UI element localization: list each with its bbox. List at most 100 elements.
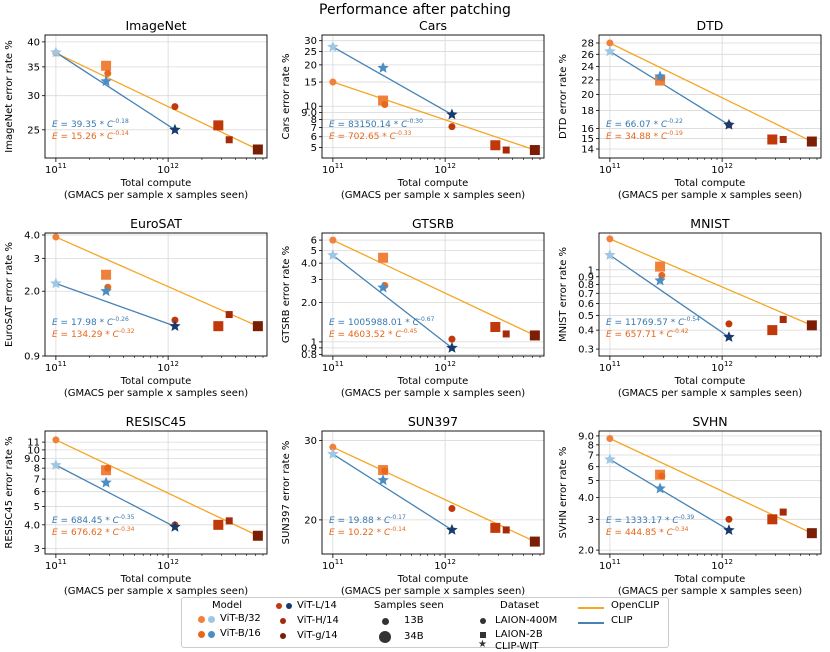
x-tick-label: 1011	[45, 558, 67, 572]
clip-point-vit-l14	[169, 123, 181, 135]
openclip-point-vit-l14-4	[490, 522, 501, 533]
subplot-eurosat: 0.9 2.0 3 4.0 1011 1012 E = 17.98 * C-0.26E = …	[4, 216, 268, 399]
x-axis-label-line1: Total compute	[674, 178, 746, 189]
y-tick-label: 6	[588, 462, 594, 473]
legend-model-vitg14: ViT-g/14	[297, 630, 338, 641]
clip-equation: E = 684.45 * C-0.35	[52, 514, 135, 526]
clip-point-vit-b16	[654, 482, 666, 494]
openclip-point-vit-b16-2	[658, 472, 666, 480]
openclip-point-vit-b32-1	[655, 261, 666, 272]
y-tick-label: 7	[34, 475, 40, 486]
y-tick-label: 0.5	[578, 311, 594, 322]
subplot-mnist: 0.3 0.4 0.50.60.70.80.91 1011 1012 E = 11769.…	[558, 216, 822, 399]
plot-frame	[321, 430, 545, 555]
y-tick-label: 40	[27, 37, 40, 48]
clip-point-vit-b16	[100, 75, 112, 87]
plot-frame	[598, 34, 822, 159]
x-axis-label-line2: (GMACS per sample x samples seen)	[618, 586, 802, 597]
clip-point-vit-b16	[100, 476, 112, 488]
y-tick-label: 4.0	[24, 231, 40, 242]
clip-point-vit-l14	[446, 523, 458, 535]
legend-model-header: Model	[212, 600, 243, 611]
openclip-fit-line	[609, 437, 813, 534]
legend-samples-13b: 13B	[404, 615, 424, 626]
plot-area	[599, 431, 821, 554]
openclip-point-vit-b32-1	[101, 269, 112, 280]
plot-area	[45, 233, 267, 356]
clip-equation: E = 11769.57 * C-0.54	[606, 316, 700, 328]
x-axis-label-line1: Total compute	[397, 376, 469, 387]
clip-equation: E = 1333.17 * C-0.39	[606, 514, 694, 526]
subplot-title: EuroSAT	[130, 216, 182, 231]
y-tick-label: 0.9	[578, 272, 594, 283]
openclip-point-vit-l14-4	[767, 514, 778, 525]
legend-model-vith14: ViT-H/14	[297, 615, 339, 626]
y-tick-label: 14	[581, 145, 594, 156]
plot-frame	[44, 34, 268, 159]
y-tick-label: 4.0	[301, 259, 317, 270]
clip-fit-line	[609, 458, 730, 531]
plot-area	[45, 431, 267, 554]
legend-samples-34b: 34B	[404, 631, 424, 642]
x-tick-label: 1011	[45, 360, 67, 374]
legend-laion400m-marker	[480, 618, 486, 624]
openclip-equation: E = 676.62 * C-0.34	[52, 526, 135, 538]
y-axis-label: EuroSAT error rate %	[4, 242, 15, 347]
plot-frame	[321, 232, 545, 357]
openclip-point-vit-h14-5	[779, 508, 787, 516]
y-tick-label: 0.4	[578, 326, 594, 337]
clip-point-vit-b32	[327, 448, 339, 459]
openclip-point-vit-l14-3	[448, 123, 456, 131]
openclip-point-vit-h14-5	[502, 146, 510, 154]
clip-point-vit-l14	[723, 524, 735, 536]
x-tick-label: 1011	[45, 162, 67, 176]
y-tick-label: 8	[311, 115, 317, 126]
subplot-title: Cars	[419, 18, 447, 33]
y-tick-label: 30	[27, 91, 40, 102]
y-tick-label: 0.9	[24, 352, 40, 363]
plot-frame	[44, 430, 268, 555]
y-tick-label: 2.0	[301, 298, 317, 309]
openclip-equation: E = 657.71 * C-0.42	[606, 328, 689, 340]
openclip-point-vit-h14-5	[779, 316, 787, 324]
legend-model-vitl14: ViT-L/14	[297, 600, 337, 611]
openclip-point-vit-l14-4	[213, 120, 224, 131]
openclip-point-vit-b32-0	[606, 434, 614, 442]
legend-line-openclip: OpenCLIP	[611, 600, 660, 611]
clip-point-vit-l14	[723, 331, 735, 342]
y-tick-label: 9.0	[578, 431, 594, 442]
y-tick-label: 5	[34, 502, 40, 513]
y-tick-label: 15	[304, 78, 317, 89]
y-tick-label: 0.7	[578, 289, 594, 300]
legend-vitl14-open-marker	[276, 603, 282, 609]
y-tick-label: 4.0	[578, 493, 594, 504]
x-axis-label-line1: Total compute	[120, 376, 192, 387]
subplot-title: SUN397	[408, 414, 458, 429]
openclip-fit-line	[332, 446, 536, 543]
openclip-point-vit-b16-2	[381, 467, 389, 475]
clip-point-vit-b16	[654, 274, 666, 286]
openclip-point-vit-b32-0	[52, 436, 60, 444]
openclip-point-vit-l14-4	[767, 325, 778, 336]
subplot-sun397: 20 30 1011 1012 E = 19.88 * C-0.17E = 10.22 …	[281, 414, 545, 597]
clip-point-vit-l14	[446, 341, 458, 353]
y-tick-label: 20	[304, 515, 317, 526]
subplot-title: SVHN	[692, 414, 727, 429]
x-tick-label: 1011	[322, 360, 344, 374]
legend-vitb16-clip-marker	[208, 631, 215, 638]
clip-point-vit-l14	[446, 108, 458, 120]
clip-fit-line	[55, 51, 176, 131]
y-tick-label: 10	[27, 445, 40, 456]
openclip-point-vit-l14-3	[171, 103, 179, 111]
openclip-fit-line	[609, 42, 813, 143]
openclip-fit-line	[332, 239, 536, 337]
openclip-fit-line	[609, 238, 813, 326]
x-tick-label: 1012	[434, 162, 456, 176]
openclip-point-vit-b16-2	[381, 100, 389, 108]
clip-fit-line	[332, 453, 453, 531]
openclip-point-vit-b32-1	[101, 60, 112, 71]
x-axis-label-line2: (GMACS per sample x samples seen)	[341, 190, 525, 201]
clip-point-vit-b16	[100, 285, 112, 297]
clip-point-vit-l14	[169, 320, 181, 332]
